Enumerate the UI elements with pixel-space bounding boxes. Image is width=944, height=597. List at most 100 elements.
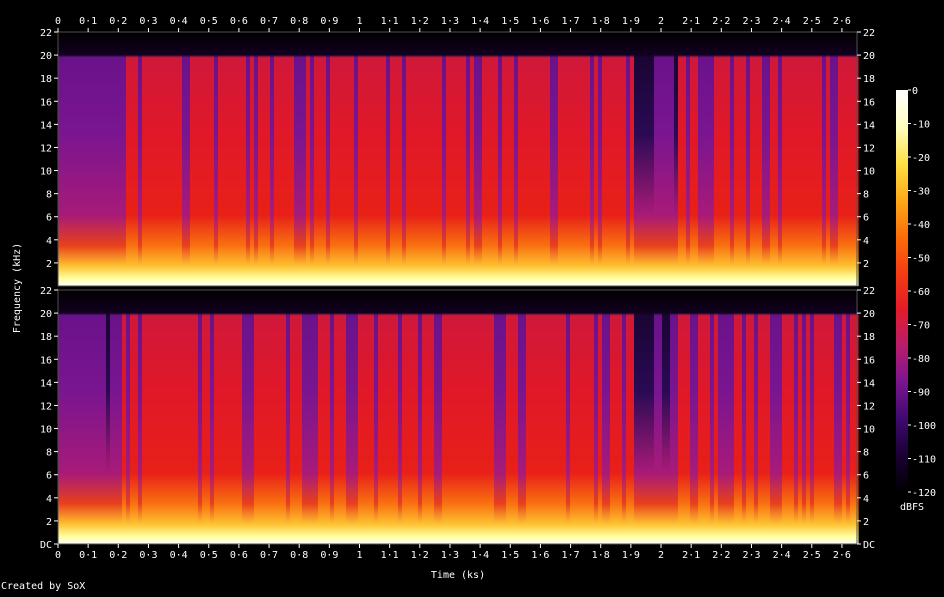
y-tick-label: DC bbox=[40, 540, 52, 551]
y-tick-label: 12 bbox=[863, 401, 875, 412]
y-tick-label: 16 bbox=[863, 97, 875, 108]
x-axis-ticks-bottom: 0 0·1 0·2 0·3 0·4 0·5 0·6 0·7 0·8 0·9 1 1·1 1·2 1·3 1·… bbox=[55, 544, 851, 561]
y-tick-label: 12 bbox=[40, 143, 52, 154]
y-tick-label: 18 bbox=[40, 74, 52, 85]
y-tick-label: 20 bbox=[863, 309, 875, 320]
y-tick-label: 6 bbox=[863, 471, 869, 482]
y-tick-label: 2 bbox=[46, 259, 52, 270]
x-tick-label: 2·3 bbox=[742, 16, 760, 27]
y-tick-label: 14 bbox=[863, 378, 875, 389]
x-tick-label: 0·7 bbox=[260, 16, 278, 27]
y-tick-label: 6 bbox=[46, 213, 52, 224]
x-tick-label: 2 bbox=[658, 550, 664, 561]
colorbar-tick-label: -100 bbox=[912, 421, 936, 432]
colorbar-tick-label: 0 bbox=[912, 86, 918, 97]
x-tick-label: 0·7 bbox=[260, 550, 278, 561]
x-tick-label: 1·3 bbox=[441, 16, 459, 27]
x-tick-label: 2·1 bbox=[682, 550, 700, 561]
y-tick-label: 10 bbox=[40, 167, 52, 178]
y-tick-label: 10 bbox=[863, 167, 875, 178]
y-tick-label: 22 bbox=[40, 28, 52, 39]
colorbar-tick-label: -110 bbox=[912, 455, 936, 466]
y-tick-label: 16 bbox=[40, 97, 52, 108]
x-tick-label: 1·3 bbox=[441, 550, 459, 561]
y-tick-label: 14 bbox=[40, 378, 52, 389]
y-tick-label: 4 bbox=[46, 236, 52, 247]
colorbar-tick-label: -10 bbox=[912, 120, 930, 131]
x-tick-label: 1·8 bbox=[592, 550, 610, 561]
x-tick-label: 1·6 bbox=[531, 16, 549, 27]
x-tick-label: 0·5 bbox=[200, 16, 218, 27]
colorbar-tick-label: -20 bbox=[912, 153, 930, 164]
y-tick-label: 18 bbox=[863, 74, 875, 85]
y-tick-label: 16 bbox=[863, 355, 875, 366]
colorbar-tick-label: -60 bbox=[912, 287, 930, 298]
y-tick-label: 2 bbox=[46, 517, 52, 528]
y-tick-label: 18 bbox=[40, 332, 52, 343]
x-tick-label: 1·5 bbox=[501, 550, 519, 561]
x-tick-label: 0·9 bbox=[320, 550, 338, 561]
y-tick-label: 10 bbox=[40, 425, 52, 436]
colorbar-tick-label: -120 bbox=[912, 488, 936, 499]
colorbar-tick-label: -30 bbox=[912, 187, 930, 198]
x-tick-label: 2·6 bbox=[833, 16, 851, 27]
colorbar-tick-label: -70 bbox=[912, 321, 930, 332]
x-axis-label: Time (ks) bbox=[431, 570, 485, 581]
x-tick-label: 2·5 bbox=[803, 550, 821, 561]
x-tick-label: 0·3 bbox=[139, 16, 157, 27]
x-tick-label: 1·7 bbox=[562, 16, 580, 27]
y-tick-label: 8 bbox=[46, 448, 52, 459]
x-tick-label: 0·9 bbox=[320, 16, 338, 27]
x-tick-label: 1 bbox=[356, 550, 362, 561]
x-tick-label: 1 bbox=[356, 16, 362, 27]
x-tick-label: 1·2 bbox=[411, 550, 429, 561]
x-tick-label: 1·1 bbox=[381, 550, 399, 561]
x-tick-label: 1·9 bbox=[622, 16, 640, 27]
x-tick-label: 2·3 bbox=[742, 550, 760, 561]
colorbar-label: dBFS bbox=[900, 502, 924, 513]
x-tick-label: 0·2 bbox=[109, 550, 127, 561]
x-tick-label: 2·5 bbox=[803, 16, 821, 27]
y-tick-label: 16 bbox=[40, 355, 52, 366]
y-tick-label: 22 bbox=[40, 286, 52, 297]
x-tick-label: 0·4 bbox=[170, 550, 188, 561]
colorbar-tick-label: -80 bbox=[912, 354, 930, 365]
y-tick-label: 20 bbox=[40, 51, 52, 62]
y-axis-label: Frequency (kHz) bbox=[12, 243, 23, 333]
x-axis-ticks-top: 0 0·1 0·2 0·3 0·4 0·5 0·6 0·7 0·8 0·9 1 1·1 1·2 1·3 1·… bbox=[55, 16, 851, 32]
y-tick-label: 2 bbox=[863, 517, 869, 528]
x-tick-label: 0 bbox=[55, 550, 61, 561]
x-tick-label: 0·6 bbox=[230, 16, 248, 27]
x-tick-label: 2·6 bbox=[833, 550, 851, 561]
x-tick-label: 1·2 bbox=[411, 16, 429, 27]
x-tick-label: 2 bbox=[658, 16, 664, 27]
x-tick-label: 1·8 bbox=[592, 16, 610, 27]
x-tick-label: 0·6 bbox=[230, 550, 248, 561]
colorbar-tick-label: -50 bbox=[912, 254, 930, 265]
colorbar-tick-label: -40 bbox=[912, 220, 930, 231]
x-tick-label: 0·1 bbox=[79, 550, 97, 561]
x-tick-label: 2·2 bbox=[712, 550, 730, 561]
channel-2-panel bbox=[57, 289, 859, 545]
y-tick-label: 22 bbox=[863, 286, 875, 297]
y-tick-label: DC bbox=[863, 540, 875, 551]
colorbar: 0 -10 -20 -30 -40 -50 -60 -70 -80 -90 -100 -110 -120 bbox=[896, 86, 936, 499]
x-tick-label: 2·2 bbox=[712, 16, 730, 27]
x-tick-label: 0·2 bbox=[109, 16, 127, 27]
credit-text: Created by SoX bbox=[1, 581, 85, 592]
y-tick-label: 20 bbox=[863, 51, 875, 62]
y-tick-label: 2 bbox=[863, 259, 869, 270]
y-tick-label: 8 bbox=[863, 448, 869, 459]
x-tick-label: 1·1 bbox=[381, 16, 399, 27]
x-tick-label: 0·5 bbox=[200, 550, 218, 561]
x-tick-label: 0·1 bbox=[79, 16, 97, 27]
x-tick-label: 1·4 bbox=[471, 550, 489, 561]
x-tick-label: 2·4 bbox=[773, 16, 791, 27]
y-tick-label: 18 bbox=[863, 332, 875, 343]
y-tick-label: 14 bbox=[40, 120, 52, 131]
colorbar-gradient bbox=[896, 90, 908, 492]
y-tick-label: 12 bbox=[40, 401, 52, 412]
y-tick-label: 4 bbox=[863, 236, 869, 247]
